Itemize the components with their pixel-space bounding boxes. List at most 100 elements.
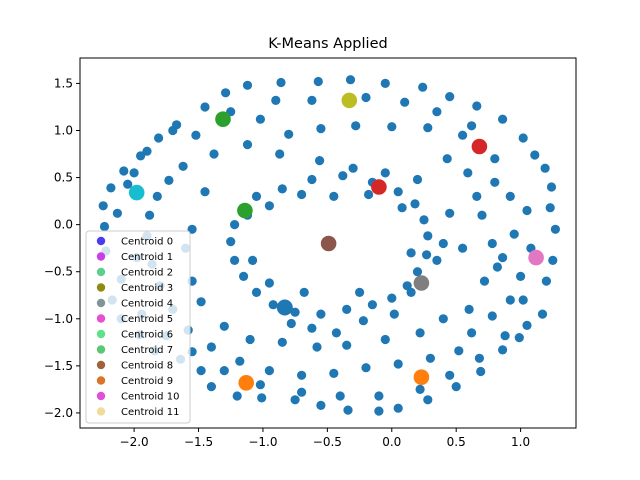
- data-point: [277, 184, 287, 194]
- data-point: [136, 151, 146, 161]
- data-point: [315, 156, 325, 166]
- data-point: [142, 146, 152, 156]
- data-point: [338, 171, 348, 181]
- large-data-point: [276, 299, 293, 316]
- legend-label: Centroid 5: [121, 314, 173, 325]
- data-point: [505, 295, 515, 305]
- data-point: [329, 191, 339, 201]
- data-point: [129, 168, 139, 178]
- data-point: [242, 80, 253, 90]
- data-point: [530, 150, 540, 160]
- data-point: [467, 328, 477, 338]
- data-point: [196, 297, 206, 307]
- data-point: [297, 387, 307, 397]
- data-point: [432, 255, 442, 265]
- data-point: [438, 238, 448, 249]
- legend-box: [85, 230, 191, 424]
- data-point: [451, 382, 461, 392]
- data-point: [343, 405, 353, 415]
- data-point: [364, 189, 374, 200]
- data-point: [255, 114, 265, 124]
- data-point: [454, 346, 464, 356]
- x-tick-label: −1.0: [248, 435, 277, 449]
- data-point: [545, 203, 555, 213]
- data-point: [290, 395, 300, 405]
- x-tick-label: −0.5: [313, 435, 342, 449]
- legend-label: Centroid 2: [121, 268, 173, 279]
- data-point: [276, 77, 286, 88]
- data-point: [307, 323, 317, 333]
- data-point: [112, 208, 122, 218]
- data-point: [406, 287, 416, 297]
- centroid-marker: [238, 375, 254, 391]
- data-point: [374, 391, 384, 401]
- data-point: [264, 366, 274, 376]
- data-point: [348, 163, 358, 173]
- data-point: [442, 154, 452, 164]
- data-point: [389, 309, 399, 319]
- data-point: [286, 318, 296, 329]
- data-point: [242, 140, 253, 150]
- data-point: [154, 133, 164, 143]
- data-point: [255, 380, 265, 390]
- centroid-marker: [413, 369, 430, 386]
- data-point: [432, 107, 442, 117]
- data-point: [380, 334, 390, 345]
- y-tick-label: 0.0: [54, 218, 73, 232]
- data-point: [487, 311, 497, 321]
- data-point: [548, 255, 558, 265]
- data-point: [277, 337, 287, 347]
- y-tick-label: 1.5: [54, 76, 73, 90]
- data-point: [200, 102, 210, 112]
- y-axis-ticks: −2.0 −1.5 −1.0 −0.5 0.0 0.5 1.0 1.5: [44, 76, 80, 420]
- data-point: [235, 356, 245, 366]
- legend-label: Centroid 6: [121, 330, 173, 341]
- data-point: [490, 154, 500, 164]
- data-point: [479, 276, 490, 286]
- data-point: [361, 92, 371, 103]
- x-axis-ticks: −2.0 −1.5 −1.0 −0.5 0.0 0.5 1.0: [120, 428, 530, 449]
- data-point: [152, 191, 162, 201]
- data-point: [316, 400, 326, 410]
- data-point: [380, 168, 390, 178]
- data-point: [550, 224, 561, 234]
- data-point: [312, 342, 322, 352]
- data-point: [345, 75, 356, 85]
- data-point: [307, 174, 317, 185]
- data-point: [290, 307, 300, 317]
- data-point: [342, 304, 352, 314]
- data-point: [518, 133, 528, 143]
- legend-marker: [96, 236, 106, 246]
- legend-label: Centroid 0: [121, 237, 173, 248]
- data-point: [248, 255, 258, 265]
- legend-marker: [96, 267, 106, 277]
- x-tick-label: 0.5: [447, 435, 466, 449]
- data-point: [232, 391, 242, 401]
- y-tick-label: −1.5: [44, 359, 73, 373]
- legend-marker: [96, 391, 106, 401]
- centroid-marker: [471, 138, 488, 155]
- data-point: [329, 368, 339, 378]
- legend-label: Centroid 4: [121, 299, 173, 310]
- data-point: [492, 262, 502, 272]
- data-point: [415, 384, 425, 394]
- y-tick-label: 1.0: [54, 123, 73, 137]
- data-point: [297, 370, 307, 380]
- data-point: [540, 163, 550, 173]
- data-point: [522, 320, 532, 330]
- legend-label: Centroid 9: [121, 376, 173, 387]
- data-point: [209, 149, 219, 159]
- data-point: [268, 300, 278, 310]
- data-point: [331, 328, 341, 338]
- data-point: [397, 203, 407, 213]
- data-point: [423, 123, 433, 133]
- data-point: [514, 333, 524, 343]
- data-point: [196, 366, 206, 376]
- data-point: [221, 88, 231, 98]
- data-point: [472, 101, 482, 111]
- data-point: [498, 114, 508, 124]
- data-point: [400, 97, 410, 107]
- data-point: [418, 82, 428, 92]
- legend-marker: [96, 376, 106, 385]
